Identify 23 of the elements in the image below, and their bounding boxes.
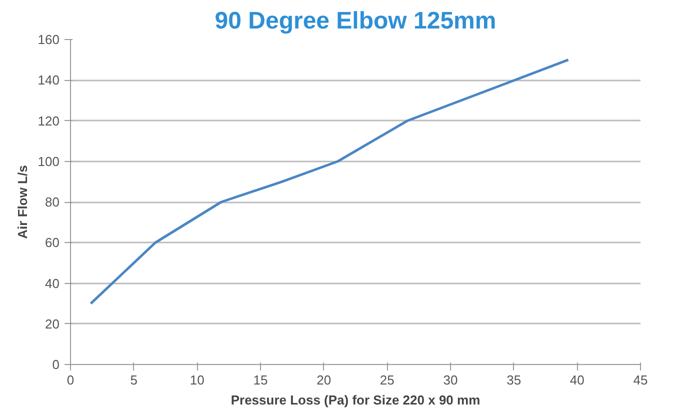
y-tick-label: 60	[45, 235, 60, 250]
y-tick-label: 140	[38, 72, 60, 88]
y-tick-label: 40	[45, 276, 60, 291]
x-axis-title: Pressure Loss (Pa) for Size 220 x 90 mm	[230, 392, 480, 408]
x-tick-label: 15	[253, 372, 268, 388]
y-tick-label: 120	[38, 113, 60, 128]
y-tick-label: 80	[45, 194, 60, 210]
y-tick-label: 100	[38, 154, 60, 169]
y-tick-label: 0	[52, 357, 60, 372]
y-tick-label: 20	[45, 316, 60, 332]
y-tick-label: 160	[38, 32, 60, 47]
x-tick-label: 40	[570, 372, 584, 388]
x-tick-label: 20	[316, 372, 332, 388]
x-tick-label: 45	[633, 372, 648, 388]
x-tick-label: 5	[130, 372, 138, 388]
line-series	[90, 58, 570, 305]
chart-title: 90 Degree Elbow 125mm	[214, 8, 496, 34]
x-tick-label: 0	[66, 372, 74, 388]
x-tick-label: 10	[190, 372, 204, 388]
x-tick-label: 35	[506, 372, 522, 388]
x-tick-label: 25	[380, 372, 394, 388]
y-axis-title: Air Flow L/s	[14, 165, 30, 239]
x-tick-label: 30	[443, 372, 458, 388]
